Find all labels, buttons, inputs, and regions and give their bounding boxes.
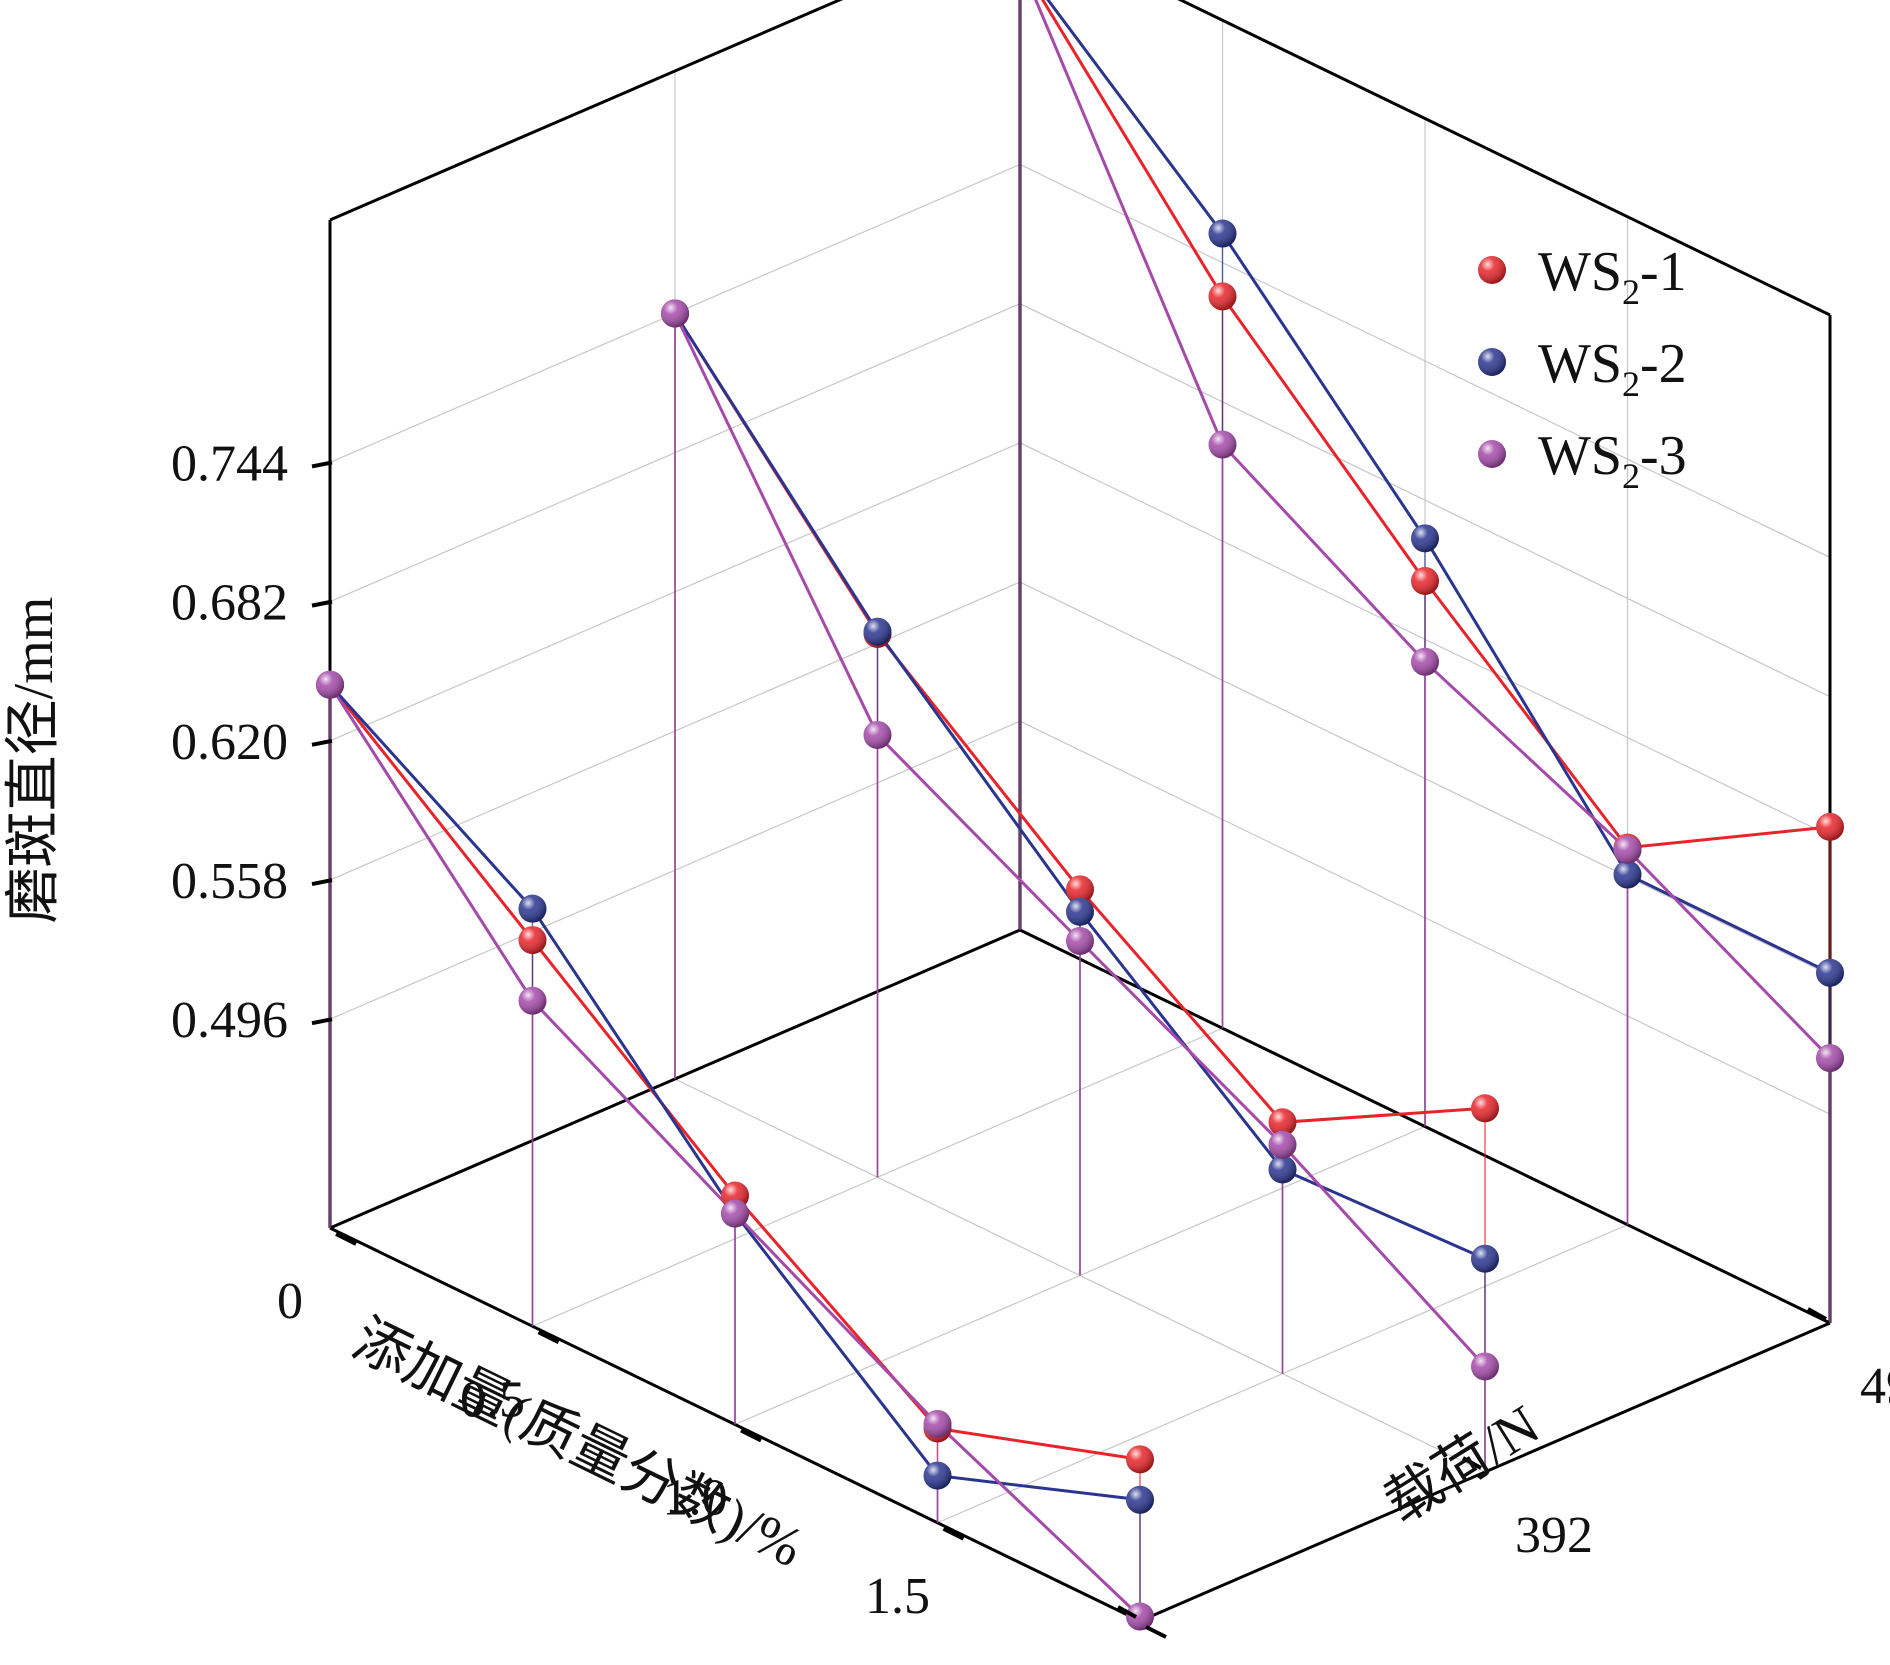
data-point-shade — [518, 926, 547, 955]
y-tick — [311, 599, 333, 608]
frame-edge — [1177, 0, 1831, 317]
data-point-shade — [1613, 860, 1642, 889]
x-tick — [740, 1428, 762, 1443]
legend: WS2-1 WS2-2 WS2-3 — [1478, 241, 1687, 496]
legend-marker-shade — [1478, 348, 1506, 376]
x-tick-label: 1.5 — [865, 1568, 930, 1625]
x-tick — [1145, 1625, 1167, 1639]
z-tick-label: 392 — [1515, 1507, 1593, 1564]
y-tick — [311, 878, 333, 886]
y-tick-label: 0.620 — [171, 714, 288, 771]
data-point-shade — [1208, 430, 1237, 459]
data-point-shade — [1816, 812, 1844, 841]
data-point-shade — [1268, 1130, 1297, 1159]
y-axis-title: 磨斑直径/mm — [3, 597, 65, 924]
z-tick — [1462, 1456, 1482, 1470]
x-tick-label: 0.5 — [460, 1371, 525, 1428]
data-point-shade — [1816, 958, 1844, 987]
data-point-shade — [863, 617, 892, 646]
x-tick — [537, 1330, 560, 1345]
data-points — [316, 219, 1844, 1631]
data-point-shade — [1411, 524, 1439, 553]
z-tick — [1117, 1605, 1137, 1619]
y-tick-label: 0.496 — [171, 992, 288, 1049]
frame-edge — [329, 0, 844, 222]
legend-marker-shade — [1478, 256, 1506, 284]
data-point-shade — [1471, 1094, 1499, 1123]
legend-label: WS2-3 — [1538, 425, 1687, 496]
data-point-shade — [923, 1461, 952, 1490]
legend-label: WS2-1 — [1538, 241, 1687, 312]
y-tick — [311, 738, 333, 747]
x-tick — [942, 1526, 965, 1541]
data-point-shade — [1816, 1044, 1844, 1073]
y-tick-label: 0.682 — [171, 575, 288, 632]
x-tick-label: 1.0 — [663, 1470, 728, 1527]
data-point-shade — [316, 670, 344, 699]
data-point-shade — [518, 894, 547, 923]
data-point-shade — [863, 720, 892, 749]
data-point-shade — [1126, 1602, 1154, 1631]
data-point-shade — [1126, 1485, 1154, 1514]
data-point-shade — [1268, 1155, 1297, 1184]
data-point-shade — [721, 1199, 749, 1228]
y-tick-label: 0.744 — [171, 435, 288, 492]
data-point-shade — [1268, 1108, 1297, 1137]
z-tick — [1807, 1307, 1827, 1321]
y-tick — [311, 1017, 333, 1026]
z-tick-label: 294 — [1170, 1656, 1248, 1665]
y-tick-label: 0.558 — [171, 853, 288, 910]
x-tick-label: 0 — [277, 1273, 303, 1330]
data-point-shade — [1208, 219, 1237, 248]
y-tick — [311, 460, 333, 469]
data-point-shade — [1411, 647, 1439, 676]
data-point-shade — [661, 299, 689, 328]
data-point-shade — [1066, 926, 1094, 955]
data-point-shade — [923, 1409, 952, 1438]
data-point-shade — [1066, 897, 1094, 926]
data-point-shade — [1613, 835, 1642, 864]
data-point-shade — [1411, 566, 1439, 595]
data-point-shade — [1126, 1445, 1154, 1474]
data-point-shade — [1471, 1244, 1499, 1273]
data-point-shade — [1471, 1352, 1499, 1381]
legend-label: WS2-2 — [1538, 333, 1687, 404]
data-point-shade — [1066, 875, 1094, 904]
axis-ticks: 0.4960.5580.6200.6820.74400.51.01.52.029… — [171, 435, 1890, 1665]
legend-marker-shade — [1478, 440, 1506, 468]
x-tick — [335, 1232, 357, 1246]
z-tick-label: 490 — [1860, 1358, 1890, 1415]
data-point-shade — [1208, 282, 1237, 311]
data-point-shade — [518, 986, 547, 1015]
